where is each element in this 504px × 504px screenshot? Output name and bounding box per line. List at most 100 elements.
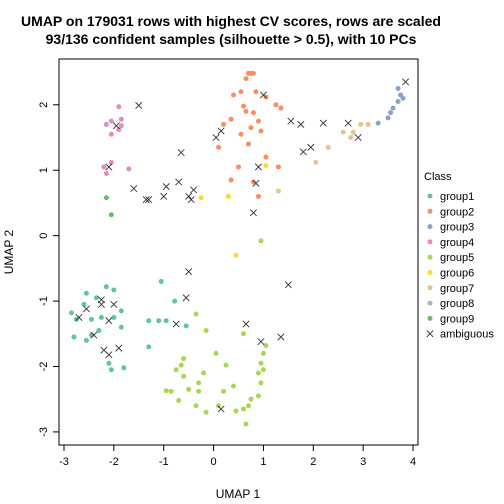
group2-point — [275, 164, 281, 170]
group7-point — [313, 159, 319, 165]
ambiguous-point — [187, 196, 195, 204]
group5-point — [173, 367, 179, 373]
x-axis-title: UMAP 1 — [216, 487, 261, 501]
ambiguous-point — [75, 313, 83, 321]
group5-point — [163, 388, 169, 394]
group7-point — [365, 121, 371, 127]
series-group2 — [216, 70, 284, 199]
group2-point — [238, 89, 244, 95]
group2-point — [243, 108, 249, 114]
group5-point — [216, 403, 222, 409]
ambiguous-point — [217, 127, 225, 135]
ambiguous-point — [185, 268, 193, 276]
group2-point — [253, 89, 259, 95]
group5-point — [193, 311, 199, 317]
group1-point — [88, 332, 94, 338]
series-group3 — [375, 85, 406, 126]
group5-point — [233, 408, 239, 414]
ambiguous-point — [162, 183, 170, 191]
group5-point — [203, 328, 209, 334]
group1-point — [88, 316, 94, 322]
group2-point — [248, 125, 254, 131]
group4-point — [101, 164, 107, 170]
group5-point — [221, 388, 227, 394]
ambiguous-point — [135, 101, 143, 109]
group2-point — [228, 116, 234, 122]
ambiguous-point — [112, 122, 120, 130]
group6-point — [198, 195, 204, 201]
ambiguous-point — [100, 346, 108, 354]
group4-point — [126, 166, 132, 172]
ambiguous-point — [212, 133, 220, 142]
series-ambiguous — [75, 78, 410, 413]
x-tick-label: 2 — [310, 456, 316, 468]
group3-point — [390, 105, 396, 111]
group4-point — [103, 121, 109, 127]
group5-point — [181, 373, 187, 379]
ambiguous-point — [402, 78, 410, 86]
group5-point — [196, 380, 202, 386]
group7-point — [275, 188, 281, 194]
group1-point — [146, 318, 152, 324]
ambiguous-point — [217, 405, 225, 413]
legend-marker-group5 — [427, 254, 433, 260]
group1-point — [163, 318, 169, 324]
group2-point — [278, 105, 284, 111]
ambiguous-point — [190, 186, 198, 194]
legend-label-group8: group8 — [440, 298, 474, 310]
y-axis-title: UMAP 2 — [2, 229, 16, 274]
group1-point — [172, 298, 178, 304]
x-tick-label: 4 — [410, 456, 416, 468]
y-tick-label: 0 — [38, 233, 50, 239]
group7-point — [358, 121, 364, 127]
series-group4 — [101, 104, 132, 176]
group6-point — [263, 163, 269, 169]
group1-point — [96, 328, 102, 334]
group5-point — [260, 350, 266, 356]
legend-label-group6: group6 — [440, 268, 474, 280]
legend-marker-group8 — [427, 300, 433, 306]
group5-point — [255, 393, 261, 399]
ambiguous-point — [172, 320, 180, 328]
group1-point — [118, 324, 124, 330]
group1-point — [183, 323, 189, 329]
chart-title-line-2: 93/136 confident samples (silhouette > 0… — [46, 31, 417, 47]
group5-point — [258, 380, 264, 386]
group5-point — [203, 409, 209, 415]
ambiguous-point — [277, 333, 285, 341]
group1-point — [81, 301, 87, 307]
ambiguous-point — [319, 119, 327, 127]
ambiguous-point — [105, 317, 113, 325]
group2-point — [258, 128, 264, 134]
ambiguous-point — [257, 338, 265, 346]
group4-point — [118, 123, 124, 129]
ambiguous-point — [90, 331, 98, 339]
legend-marker-group2 — [427, 208, 433, 214]
group3-point — [400, 95, 406, 101]
legend-label-group4: group4 — [440, 237, 474, 249]
group3-point — [395, 85, 401, 91]
legend-label-group3: group3 — [440, 222, 474, 234]
x-tick-label: 0 — [211, 456, 217, 468]
ambiguous-point — [252, 179, 260, 187]
ambiguous-point — [177, 149, 185, 157]
legend-label-group1: group1 — [440, 191, 474, 203]
legend-label-group9: group9 — [440, 313, 474, 325]
group5-point — [243, 421, 249, 427]
group5-point — [258, 238, 264, 244]
chart-title-line-1: UMAP on 179031 rows with highest CV scor… — [21, 13, 441, 29]
x-tick-label: -2 — [109, 456, 119, 468]
group1-point — [118, 308, 124, 314]
group7-point — [340, 129, 346, 135]
group7-point — [348, 135, 354, 141]
group4-point — [118, 116, 124, 122]
legend-label-group7: group7 — [440, 283, 474, 295]
group5-point — [223, 362, 229, 368]
legend-title: Class — [424, 171, 452, 183]
legend-marker-group4 — [427, 239, 433, 245]
ambiguous-point — [254, 163, 262, 171]
legend-label-group5: group5 — [440, 252, 474, 264]
ambiguous-point — [354, 133, 362, 142]
group4-point — [108, 159, 114, 165]
